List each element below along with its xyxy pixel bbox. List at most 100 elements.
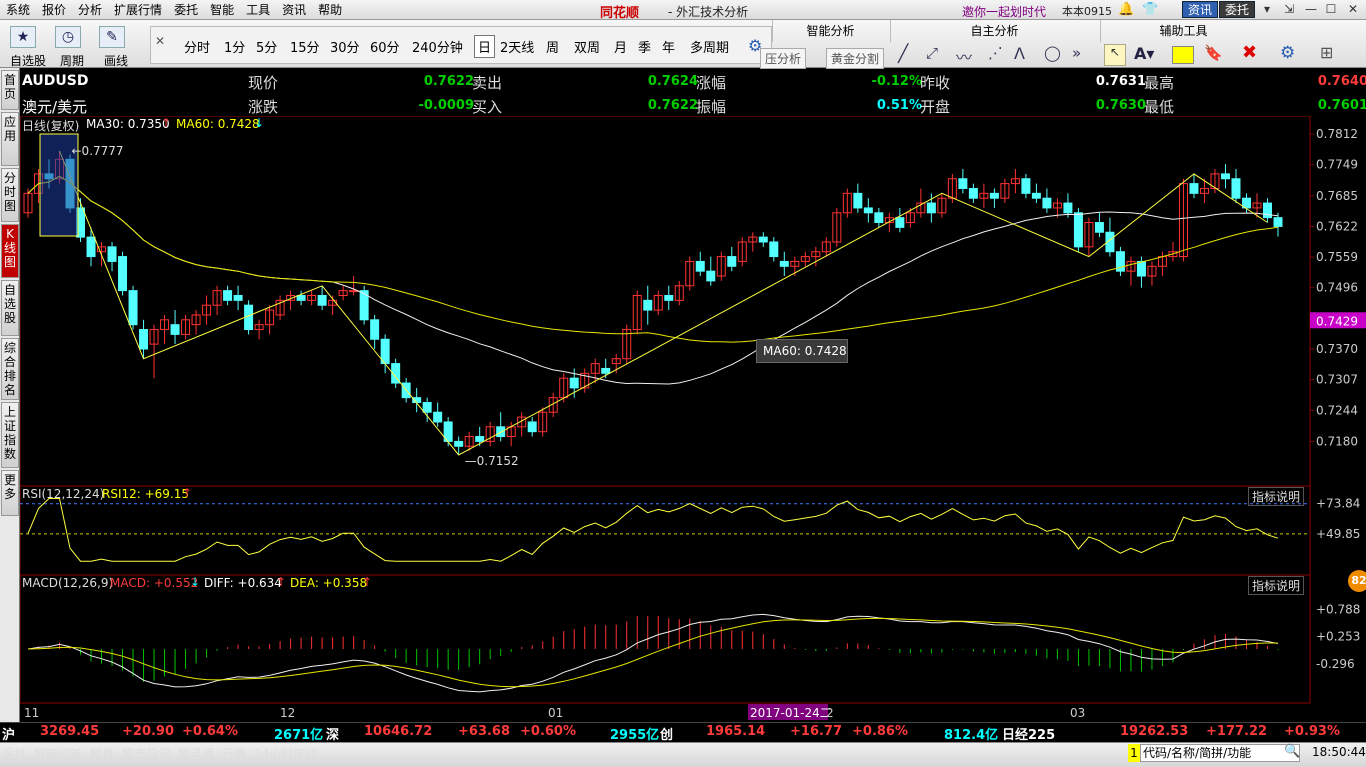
bottom-item-6[interactable]: 24小时滚动 bbox=[254, 747, 318, 761]
period-4[interactable]: 30分 bbox=[330, 41, 360, 56]
period-12[interactable]: 季 bbox=[638, 41, 652, 56]
candle-body bbox=[1210, 173, 1220, 189]
sidebar-item-5[interactable]: 综合排名 bbox=[1, 338, 19, 400]
menu-item-8[interactable]: 帮助 bbox=[318, 3, 343, 17]
macd-help-button[interactable]: 指标说明 bbox=[1248, 576, 1305, 595]
ray-tool-icon[interactable]: ⤢ bbox=[926, 44, 939, 62]
draw-pen-icon[interactable]: ✎ bbox=[99, 26, 125, 48]
period-10[interactable]: 双周 bbox=[574, 41, 601, 56]
dropdown-icon[interactable]: ▾ bbox=[1263, 2, 1271, 16]
layout-icon[interactable]: ⊞ bbox=[1320, 43, 1334, 62]
circle-tool-icon[interactable]: ◯ bbox=[1044, 44, 1061, 62]
period-3[interactable]: 15分 bbox=[290, 41, 320, 56]
settings-gear-icon[interactable]: ⚙ bbox=[1280, 43, 1296, 63]
close-period-bar-icon[interactable]: ✕ bbox=[155, 34, 166, 48]
menu-item-3[interactable]: 扩展行情 bbox=[114, 3, 163, 17]
candle-body bbox=[737, 241, 747, 262]
sidebar-item-2[interactable]: 分时图 bbox=[1, 168, 19, 222]
menu-item-2[interactable]: 分析 bbox=[78, 3, 103, 17]
bottom-item-5[interactable]: 行情 bbox=[222, 747, 247, 761]
search-icon[interactable]: 🔍 bbox=[1284, 744, 1301, 759]
pattern-tool-icon[interactable]: 〰 bbox=[956, 48, 973, 67]
wave-tool-icon[interactable]: Ʌ bbox=[1014, 44, 1025, 63]
favorites-star-icon[interactable]: ★ bbox=[10, 26, 36, 48]
bottom-input-indicator[interactable]: 1 bbox=[1128, 744, 1140, 762]
golden-section-button[interactable]: 黄金分割 bbox=[826, 48, 885, 69]
menu-item-0[interactable]: 系统 bbox=[6, 3, 31, 17]
menu-item-1[interactable]: 报价 bbox=[42, 3, 67, 17]
delete-icon[interactable]: ✖ bbox=[1242, 42, 1258, 63]
sidebar-item-0[interactable]: 首页 bbox=[1, 70, 19, 110]
x-axis-label: 11 bbox=[24, 706, 39, 720]
period-7[interactable]: 日 bbox=[474, 35, 496, 58]
color-swatch[interactable] bbox=[1172, 46, 1194, 64]
rsi-help-button[interactable]: 指标说明 bbox=[1248, 487, 1305, 506]
minimize-icon[interactable]: — bbox=[1305, 2, 1317, 16]
candle-body bbox=[611, 358, 621, 365]
pressure-analysis-button[interactable]: 压分析 bbox=[760, 48, 807, 69]
menu-item-7[interactable]: 资讯 bbox=[282, 3, 307, 17]
period-0[interactable]: 分时 bbox=[184, 41, 211, 56]
sidebar-item-4[interactable]: 自选股 bbox=[1, 280, 19, 336]
price-axis-label: 0.7307 bbox=[1316, 373, 1358, 387]
period-1[interactable]: 1分 bbox=[224, 41, 246, 56]
menu-item-6[interactable]: 工具 bbox=[246, 3, 271, 17]
maximize-icon[interactable]: ☐ bbox=[1325, 2, 1337, 16]
period-2[interactable]: 5分 bbox=[256, 41, 278, 56]
bottom-item-3[interactable]: 股市日记 bbox=[122, 747, 171, 761]
sidebar-item-1[interactable]: 应用 bbox=[1, 112, 19, 166]
bottom-item-4[interactable]: 股灵通 bbox=[178, 747, 215, 761]
bottom-item-1[interactable]: 智能问答 bbox=[34, 747, 83, 761]
trade-button[interactable]: 委托 bbox=[1219, 1, 1256, 18]
kline-chart[interactable]: 0.7812 0.7749 0.7685 0.7622 0.7559 0.7496 0.74… bbox=[20, 116, 1366, 722]
status-item-2: +20.90 bbox=[122, 724, 175, 739]
shirt-icon[interactable]: 👕 bbox=[1142, 2, 1159, 17]
notification-badge[interactable]: 82 bbox=[1348, 570, 1366, 592]
candle-body bbox=[1010, 178, 1020, 185]
quote-value-row1-2: -0.12% bbox=[871, 74, 923, 89]
bell-icon[interactable]: 🔔 bbox=[1118, 2, 1135, 17]
period-13[interactable]: 年 bbox=[662, 41, 676, 56]
bottom-item-0[interactable]: 手机 bbox=[2, 747, 27, 761]
wave-drawing-line[interactable] bbox=[59, 150, 1268, 456]
menu-item-5[interactable]: 智能 bbox=[210, 3, 235, 17]
candle-body bbox=[454, 440, 464, 447]
sidebar-item-3[interactable]: K线图 bbox=[1, 224, 19, 278]
selection-box[interactable] bbox=[39, 133, 79, 237]
candle-body bbox=[464, 436, 474, 447]
sidebar-item-6[interactable]: 上证指数 bbox=[1, 402, 19, 468]
period-6[interactable]: 240分钟 bbox=[412, 41, 463, 56]
period-5[interactable]: 60分 bbox=[370, 41, 400, 56]
period-clock-icon[interactable]: ◷ bbox=[55, 26, 81, 48]
pointer-icon[interactable]: ↖ bbox=[1104, 44, 1126, 66]
period-14[interactable]: 多周期 bbox=[690, 41, 730, 56]
invite-link[interactable]: 邀你一起划时代 bbox=[962, 5, 1047, 19]
sidebar-item-7[interactable]: 更多 bbox=[1, 470, 19, 516]
quote-label-row1-1: 卖出 bbox=[472, 74, 503, 92]
menu-bar: 系统 报价 分析 扩展行情 委托 智能 工具 资讯 帮助 bbox=[0, 0, 1366, 20]
menu-item-4[interactable]: 委托 bbox=[174, 3, 199, 17]
channel-tool-icon[interactable]: ⋰ bbox=[988, 44, 1003, 62]
gear-icon[interactable]: ⚙ bbox=[748, 36, 763, 55]
quote-value-row1-0: 0.7622 bbox=[423, 74, 474, 89]
bookmark-icon[interactable]: 🔖 bbox=[1204, 44, 1223, 62]
candle-body bbox=[1126, 260, 1136, 272]
period-11[interactable]: 月 bbox=[614, 41, 628, 56]
window-pin-icon[interactable]: ⇲ bbox=[1283, 2, 1295, 16]
more-tools-icon[interactable]: » bbox=[1072, 44, 1082, 62]
search-input[interactable]: 代码/名称/简拼/功能 bbox=[1140, 744, 1300, 762]
bottom-item-2[interactable]: 解盘 bbox=[90, 747, 115, 761]
candle-body bbox=[874, 212, 884, 224]
aux-tools-title: 辅助工具 bbox=[1100, 20, 1266, 42]
text-tool-icon[interactable]: A▾ bbox=[1134, 44, 1155, 63]
candle-body bbox=[1147, 265, 1157, 277]
news-button[interactable]: 资讯 bbox=[1182, 1, 1219, 18]
candle-body bbox=[790, 260, 800, 267]
period-8[interactable]: 2天线 bbox=[500, 41, 535, 56]
candle-body bbox=[517, 416, 527, 428]
line-tool-icon[interactable]: ╱ bbox=[898, 44, 909, 64]
period-9[interactable]: 周 bbox=[546, 41, 560, 56]
close-icon[interactable]: ✕ bbox=[1347, 2, 1359, 16]
candle-body bbox=[254, 324, 264, 331]
candle-body bbox=[706, 270, 716, 282]
